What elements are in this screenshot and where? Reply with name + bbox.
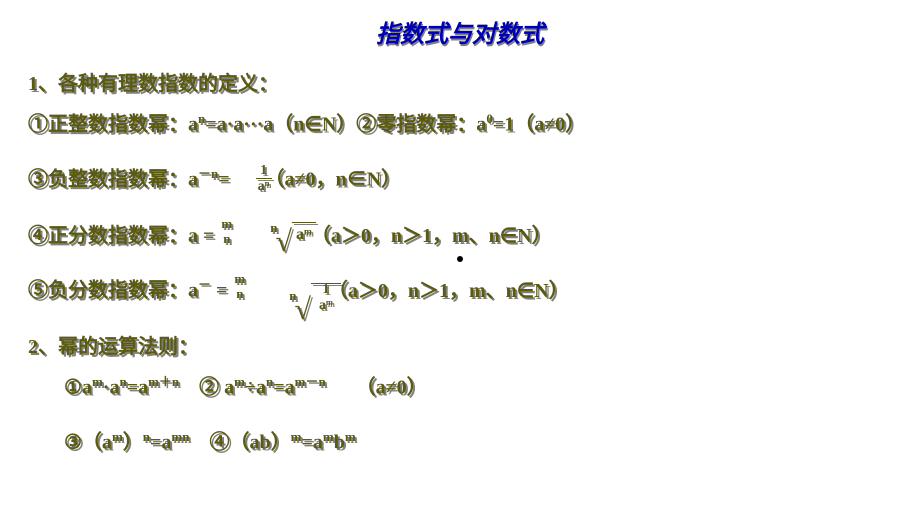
sup: m [112, 429, 123, 444]
text: =a [127, 377, 148, 399]
n: n [234, 286, 245, 300]
radical-icon: √ [295, 298, 311, 322]
sup: m [345, 429, 356, 444]
fraction-1-over-an: 1 aⁿ [256, 163, 272, 195]
numerator: 1 [256, 163, 272, 178]
nth-root: n √ aᵐ [268, 225, 316, 250]
power-rule-1-2: ①am·an=am＋n ② am÷an=am－n （a≠0） [28, 372, 900, 403]
sup-neg-n: －n [198, 166, 218, 181]
sup-neg: － [198, 277, 211, 292]
text: ） [123, 431, 143, 453]
def-pos-int-exp: ①正整数指数幂：an=a·a···a（n∈N）②零指数幂：a0=1（a≠0） [28, 109, 900, 140]
power-rule-3-4: ③（am）n=amn ④（ab）m=ambm [28, 427, 900, 458]
section1-heading: 1、各种有理数指数的定义： [28, 69, 900, 99]
text: ③负整数指数幂：a [28, 168, 198, 190]
text: ③（a [64, 431, 112, 453]
radicand: aᵐ [292, 222, 316, 247]
sup: n [143, 429, 150, 444]
text: （a＞0，n＞1，m、n∈N） [311, 225, 552, 247]
sup: m [323, 429, 334, 444]
radical-icon: √ [275, 230, 291, 254]
text: ⑤负分数指数幂：a [28, 280, 198, 302]
text: （a＞0，n＞1，m、n∈N） [328, 280, 569, 302]
text: = [203, 225, 219, 247]
nth-root-fraction: n √ 1 aᵐ [287, 286, 341, 318]
section2-heading: 2、幂的运算法则： [28, 332, 900, 362]
text: =a [273, 377, 294, 399]
text: = [218, 168, 229, 190]
def-neg-frac-exp: ⑤负分数指数幂：a－ = mn n √ 1 aᵐ （a＞0，n＞1，m、n∈N） [28, 275, 900, 308]
text: ④正分数指数幂：a [28, 225, 198, 247]
m: m [234, 272, 245, 286]
numerator: 1 [317, 282, 335, 297]
page-title: 指数式与对数式 [0, 0, 920, 59]
text: ①a [64, 377, 92, 399]
center-dot-icon [457, 256, 463, 262]
text: ①正整数指数幂：a [28, 114, 198, 136]
def-neg-int-exp: ③负整数指数幂：a－n= 1 aⁿ （a≠0，n∈N） [28, 164, 900, 197]
text: （a≠0） [326, 377, 427, 399]
text: = [216, 280, 232, 302]
denominator: aᵐ [317, 298, 335, 313]
text: ÷a [245, 377, 266, 399]
text: =a [150, 431, 171, 453]
exp-m-over-n: mn [221, 217, 232, 245]
m: m [221, 217, 232, 231]
text: =a·a···a（n∈N）②零指数幂：a [205, 114, 486, 136]
text: ② a [179, 377, 234, 399]
sup: m＋n [148, 374, 179, 389]
text: （a≠0，n∈N） [265, 168, 402, 190]
text: ④（ab） [189, 431, 290, 453]
sup: mn [171, 429, 189, 444]
sup: m [234, 374, 245, 389]
n: n [221, 231, 232, 245]
exp-m-over-n: mn [234, 272, 245, 300]
text: =a [301, 431, 322, 453]
def-pos-frac-exp: ④正分数指数幂：a = mn n √ aᵐ （a＞0，n＞1，m、n∈N） [28, 221, 900, 251]
text: =1（a≠0） [493, 114, 585, 136]
sup: m [92, 374, 103, 389]
sup: m [291, 429, 302, 444]
sup: m－n [295, 374, 326, 389]
text: b [334, 431, 345, 453]
denominator: aⁿ [256, 178, 272, 194]
sup: n [119, 374, 126, 389]
text: ·a [103, 377, 120, 399]
